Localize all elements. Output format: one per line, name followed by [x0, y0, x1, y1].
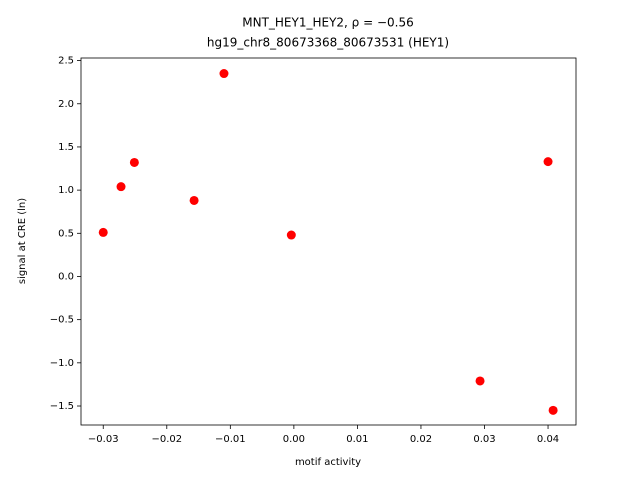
y-tick-label: −1.5	[50, 401, 74, 412]
x-tick-label: 0.00	[283, 434, 305, 445]
scatter-point	[475, 376, 485, 386]
chart-subtitle: hg19_chr8_80673368_80673531 (HEY1)	[207, 36, 449, 50]
scatter-point	[543, 157, 553, 167]
x-tick-label: −0.03	[88, 434, 119, 445]
x-tick-label: 0.04	[537, 434, 559, 445]
x-tick-label: 0.02	[410, 434, 432, 445]
y-axis-label: signal at CRE (ln)	[17, 198, 28, 284]
y-tick-label: 0.0	[58, 271, 74, 282]
x-tick-label: −0.01	[215, 434, 246, 445]
chart-title: MNT_HEY1_HEY2, ρ = −0.56	[242, 16, 414, 30]
y-tick-label: 2.5	[58, 56, 74, 67]
scatter-point	[129, 157, 139, 167]
y-tick-label: 1.5	[58, 142, 74, 153]
y-tick-label: −1.0	[50, 358, 74, 369]
y-tick-label: 0.5	[58, 228, 74, 239]
plot-frame	[80, 57, 577, 426]
scatter-point	[286, 230, 296, 240]
scatter-point	[98, 227, 108, 237]
x-tick-label: 0.01	[346, 434, 368, 445]
y-tick-label: 1.0	[58, 185, 74, 196]
scatter-point	[116, 182, 126, 192]
x-tick-label: −0.02	[151, 434, 182, 445]
x-axis-label: motif activity	[295, 457, 361, 468]
y-tick-label: 2.0	[58, 99, 74, 110]
y-tick-label: −0.5	[50, 315, 74, 326]
scatter-point	[548, 405, 558, 415]
scatter-point	[219, 69, 229, 79]
x-tick-label: 0.03	[473, 434, 495, 445]
scatter-point	[189, 195, 199, 205]
